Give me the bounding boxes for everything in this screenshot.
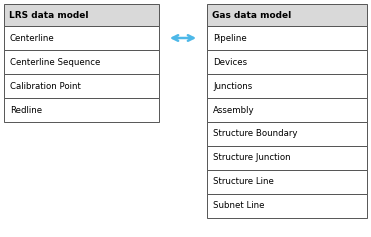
- Text: Redline: Redline: [10, 105, 42, 114]
- Text: Structure Junction: Structure Junction: [213, 154, 290, 163]
- Bar: [207, 170, 367, 194]
- Bar: [207, 146, 367, 170]
- Bar: [207, 122, 367, 146]
- Text: Structure Boundary: Structure Boundary: [213, 129, 298, 138]
- Text: Calibration Point: Calibration Point: [10, 82, 81, 91]
- Bar: [207, 50, 367, 74]
- Text: Centerline Sequence: Centerline Sequence: [10, 58, 101, 67]
- Bar: [207, 194, 367, 218]
- Bar: [207, 4, 367, 26]
- Text: Structure Line: Structure Line: [213, 178, 274, 187]
- Text: Devices: Devices: [213, 58, 247, 67]
- Bar: [4, 50, 159, 74]
- Text: Junctions: Junctions: [213, 82, 252, 91]
- Text: Subnet Line: Subnet Line: [213, 201, 265, 210]
- Text: LRS data model: LRS data model: [9, 10, 89, 19]
- Bar: [4, 26, 159, 50]
- Bar: [4, 4, 159, 26]
- Bar: [207, 98, 367, 122]
- Text: Gas data model: Gas data model: [212, 10, 291, 19]
- Bar: [207, 74, 367, 98]
- Bar: [4, 98, 159, 122]
- Text: Centerline: Centerline: [10, 33, 55, 42]
- Text: Pipeline: Pipeline: [213, 33, 247, 42]
- Bar: [207, 26, 367, 50]
- Bar: [4, 74, 159, 98]
- Text: Assembly: Assembly: [213, 105, 255, 114]
